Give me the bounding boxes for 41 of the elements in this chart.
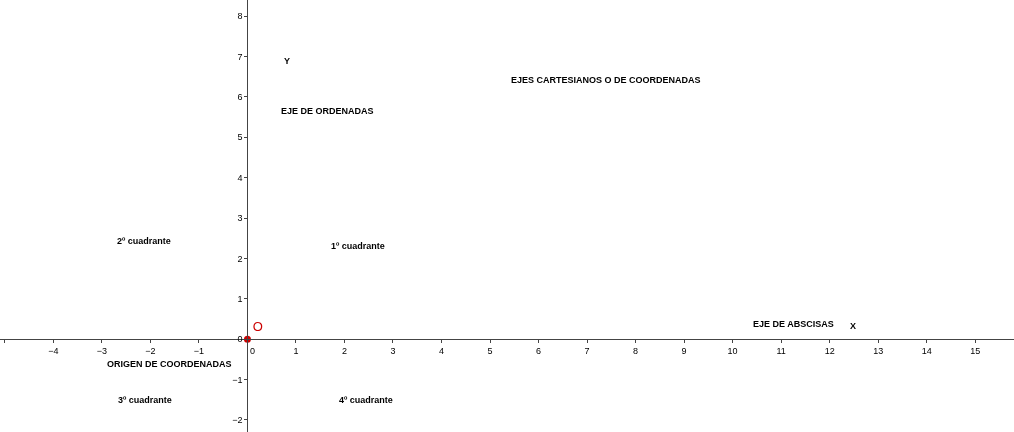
x-tick-label: 9 [681,345,687,356]
x-tick-label: 1 [293,345,299,356]
x-tick-label: 6 [536,345,542,356]
x-tick-label: 3 [390,345,396,356]
x-tick-label: −1 [193,345,205,356]
x-tick-label: −2 [145,345,156,356]
annotation: EJES CARTESIANOS O DE COORDENADAS [511,75,701,85]
x-tick-label: 4 [438,345,445,356]
x-tick-label: −3 [96,345,108,356]
x-tick-label: −4 [48,345,59,356]
y-tick-label: 1 [237,293,243,304]
x-tick-label: 13 [873,345,884,356]
series-label: O [252,318,263,334]
y-tick-label: 8 [237,11,243,22]
annotation: 3º cuadrante [118,395,172,405]
annotation: 2º cuadrante [117,236,171,246]
x-tick-label: 10 [727,345,738,356]
annotation: ORIGEN DE COORDENADAS [107,359,232,369]
x-tick-label: 7 [584,345,590,356]
y-tick-label: 0 [237,334,243,345]
y-tick-label: 2 [237,253,243,264]
x-tick-label: 8 [633,345,639,356]
annotation: 1º cuadrante [331,241,385,251]
y-tick-label: 7 [237,51,243,62]
y-tick-label: 6 [237,92,243,103]
annotation: EJE DE ORDENADAS [281,106,374,116]
annotation: Y [284,56,291,66]
x-tick-label: 2 [341,345,347,356]
annotation: X [850,321,857,331]
y-tick-label: −1 [232,374,243,385]
y-tick-label: 4 [237,172,243,183]
y-tick-label: −2 [232,415,243,426]
x-tick-label: 5 [487,345,493,356]
annotation: EJE DE ABSCISAS [753,319,834,329]
y-tick-label: 5 [237,132,243,143]
x-tick-label: 15 [970,345,981,356]
y-tick-label: 3 [237,213,243,224]
x-tick-label: 12 [824,345,835,356]
x-tick-label: 14 [921,345,932,356]
x-tick-label: 11 [776,345,786,356]
annotation: 4º cuadrante [339,395,393,405]
